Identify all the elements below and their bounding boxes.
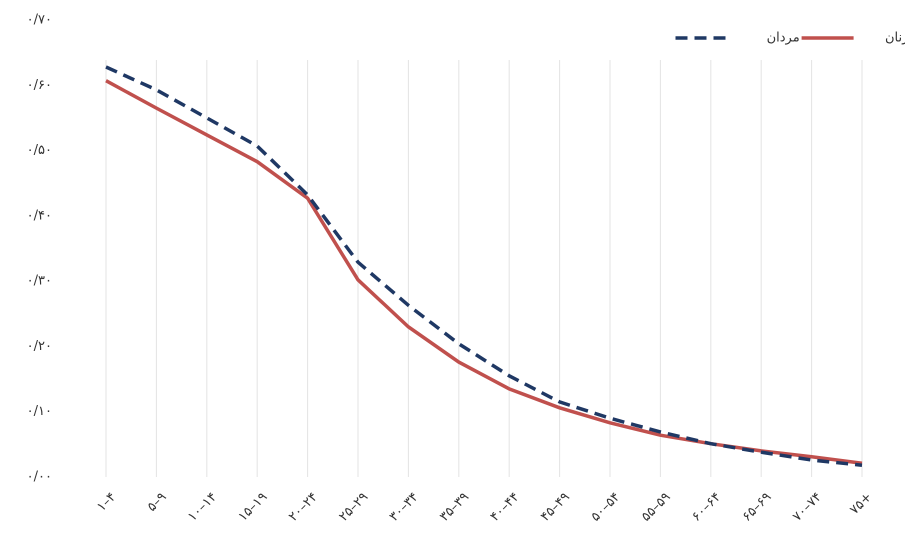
series-line bbox=[105, 65, 863, 467]
x-tick-label: ۲۰–۲۴ bbox=[286, 490, 321, 525]
x-tick-label: ۶۰–۶۴ bbox=[689, 490, 724, 525]
x-tick-label: ۱۵–۱۹ bbox=[236, 490, 271, 525]
y-tick-label: ۰/۶۰ bbox=[27, 78, 52, 93]
x-tick-label: ۳۰–۳۴ bbox=[387, 490, 422, 525]
y-tick-label: ۰/۱۰ bbox=[27, 404, 52, 419]
y-tick-label: ۰/۴۰ bbox=[27, 208, 52, 223]
y-tick-label: ۰/۳۰ bbox=[27, 274, 52, 289]
x-tick-label: ۵۵–۵۹ bbox=[639, 490, 674, 525]
x-tick-label: ۷۰–۷۴ bbox=[790, 490, 825, 525]
y-tick-label: ۰/۷۰ bbox=[27, 13, 52, 28]
y-tick-label: ۰/۵۰ bbox=[27, 143, 52, 158]
legend-label: زنان bbox=[885, 31, 905, 46]
y-tick-label: ۰/۰۰ bbox=[27, 470, 52, 485]
x-tick-label: ۴۰–۴۴ bbox=[488, 490, 523, 525]
x-tick-label: ۵۰–۵۴ bbox=[588, 490, 623, 525]
x-tick-label: ۵–۹ bbox=[145, 490, 170, 515]
x-tick-label: ۶۵–۶۹ bbox=[740, 490, 775, 525]
x-tick-label: ۱۰–۱۴ bbox=[185, 490, 220, 525]
y-tick-label: ۰/۲۰ bbox=[27, 339, 52, 354]
series-line bbox=[105, 79, 863, 466]
x-tick-label: ۱–۴ bbox=[94, 490, 119, 515]
x-tick-label: ۴۵–۴۹ bbox=[538, 490, 573, 525]
x-tick-label: ۷۵+ bbox=[847, 490, 875, 518]
legend-label: مردان bbox=[767, 31, 800, 46]
x-tick-label: ۳۵–۳۹ bbox=[437, 490, 472, 525]
x-tick-label: ۲۵–۲۹ bbox=[336, 490, 371, 525]
